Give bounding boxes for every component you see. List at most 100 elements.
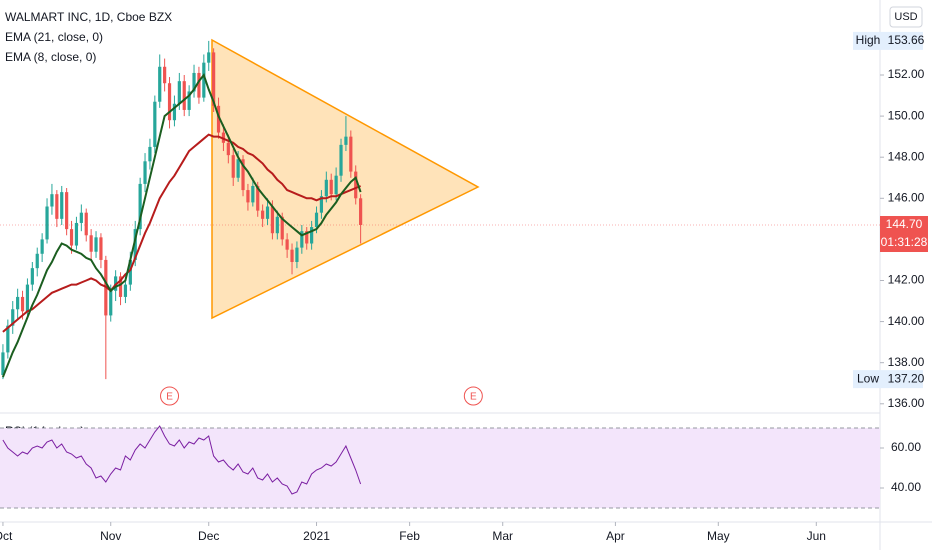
candle-body	[40, 239, 44, 254]
candle-body	[226, 142, 230, 156]
earnings-label: E	[166, 392, 173, 403]
candle-body	[94, 237, 98, 252]
candle-body	[231, 155, 235, 178]
high-label-box	[853, 31, 923, 50]
candle-body	[285, 239, 289, 250]
low-label: Low	[857, 371, 879, 385]
y-tick-label: 40.00	[891, 480, 921, 494]
high-label: High	[856, 33, 881, 47]
candle-body	[138, 183, 142, 230]
candle-body	[265, 206, 270, 219]
candle-body	[207, 52, 211, 63]
candle-body	[359, 198, 363, 226]
legend-entry: EMA (8, close, 0)	[5, 50, 96, 64]
candle-body	[256, 185, 260, 211]
low-value: 137.20	[888, 371, 925, 385]
candle-body	[11, 309, 15, 326]
ema-line	[1, 72, 362, 378]
candle-body	[216, 105, 221, 133]
candle-body	[143, 161, 147, 184]
candle-body	[69, 229, 74, 246]
candle-body	[182, 81, 186, 110]
candle-body	[354, 171, 358, 199]
rsi-line	[2, 425, 362, 495]
x-tick-label: Oct	[0, 529, 13, 543]
countdown: 01:31:28	[881, 235, 928, 249]
candle-body	[148, 146, 152, 162]
y-tick-label: 152.00	[888, 67, 925, 81]
candle-body	[280, 216, 284, 240]
candle-body	[295, 247, 299, 262]
candle-body	[118, 276, 123, 297]
candle-body	[25, 284, 30, 312]
candle-body	[167, 83, 172, 121]
candle-body	[60, 192, 64, 219]
currency: USD	[894, 11, 917, 23]
legend-entry: EMA (21, close, 0)	[5, 30, 103, 44]
candle-body	[6, 325, 10, 353]
currency-box[interactable]	[889, 6, 923, 28]
y-tick-label: 148.00	[888, 149, 925, 163]
candle-body	[109, 290, 113, 316]
candle-body	[55, 194, 59, 219]
x-tick-label: 2021	[303, 529, 330, 543]
candle-body	[30, 268, 34, 285]
candle-body	[212, 52, 216, 106]
candle-body	[305, 231, 309, 244]
candle-body	[290, 249, 294, 262]
earnings-marker	[160, 386, 180, 406]
candle-body	[20, 296, 25, 312]
y-tick-label: 60.00	[891, 440, 921, 454]
x-tick-label: Apr	[606, 529, 625, 543]
triangle-drawing	[211, 38, 480, 320]
candle-body	[261, 210, 265, 219]
candle-body	[270, 206, 275, 234]
candle-body	[251, 185, 255, 203]
rsi-band	[0, 428, 880, 508]
y-tick-label: 136.00	[888, 396, 925, 410]
candle-body	[202, 62, 206, 98]
candle-body	[153, 101, 157, 147]
candle-body	[128, 259, 132, 285]
candle-body	[84, 212, 88, 236]
candle-body	[197, 72, 201, 98]
candle-body	[89, 235, 93, 252]
last-price-label: 144.70	[886, 217, 923, 231]
candle-body	[65, 192, 69, 230]
candle-body	[314, 212, 319, 228]
y-tick-label: 146.00	[888, 190, 925, 204]
candle-body	[187, 91, 191, 110]
candle-body	[163, 66, 167, 84]
candle-body	[123, 284, 128, 297]
candle-body	[74, 222, 79, 246]
x-tick-label: Feb	[399, 529, 420, 543]
last-price-box	[880, 216, 928, 253]
candle-body	[319, 196, 324, 213]
candle-body	[324, 179, 328, 197]
candle-body	[339, 144, 343, 176]
candle-body	[133, 229, 137, 260]
candle-body	[99, 237, 103, 260]
chart-title: WALMART INC, 1D, Cboe BZX	[5, 10, 172, 24]
ema-line	[2, 133, 361, 333]
candle-body	[16, 296, 20, 310]
candle-body	[275, 216, 279, 234]
y-tick-label: 142.00	[888, 273, 925, 287]
earnings-marker	[463, 386, 483, 406]
candle-body	[241, 159, 245, 191]
candle-body	[158, 66, 162, 102]
candle-body	[344, 136, 348, 145]
candle-body	[300, 231, 304, 248]
candle-body	[79, 212, 83, 223]
y-tick-label: 140.00	[888, 314, 925, 328]
candle-body	[236, 159, 240, 178]
candle-body	[334, 175, 338, 195]
y-tick-label: 150.00	[888, 108, 925, 122]
x-tick-label: Jun	[807, 529, 826, 543]
x-tick-label: May	[707, 529, 730, 543]
x-tick-label: Nov	[100, 529, 121, 543]
candle-body	[50, 194, 54, 207]
low-label-box	[853, 370, 923, 389]
x-tick-label: Mar	[492, 529, 513, 543]
